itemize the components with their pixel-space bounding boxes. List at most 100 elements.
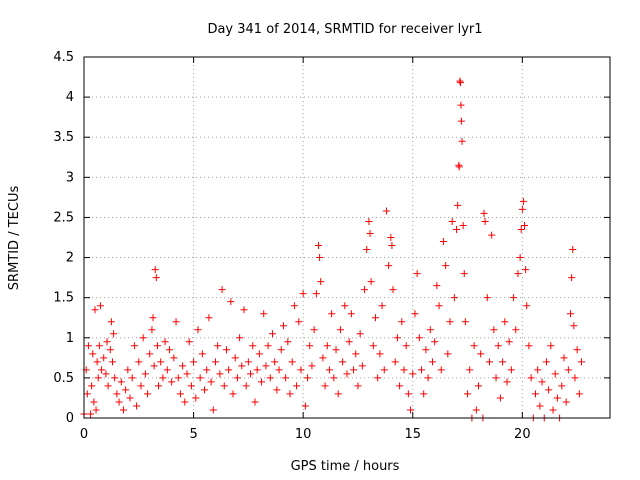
data-point — [538, 378, 546, 386]
data-point — [103, 338, 111, 346]
data-point — [461, 318, 469, 326]
data-point — [389, 286, 397, 294]
data-point — [216, 370, 224, 378]
data-point — [363, 246, 371, 254]
data-point — [485, 358, 493, 366]
data-point — [558, 382, 566, 390]
data-point — [448, 217, 456, 225]
data-point — [388, 242, 396, 250]
data-point — [150, 362, 158, 370]
data-point — [428, 358, 436, 366]
data-point — [470, 342, 478, 350]
data-point — [196, 374, 204, 382]
data-point — [119, 406, 127, 414]
data-point — [332, 346, 340, 354]
data-point — [334, 390, 342, 398]
data-point — [94, 374, 102, 382]
data-point — [380, 366, 388, 374]
data-point — [551, 370, 559, 378]
data-point — [457, 101, 465, 109]
data-point — [459, 221, 467, 229]
y-tick-label: 3.5 — [53, 130, 74, 145]
data-point — [531, 390, 539, 398]
data-point — [163, 366, 171, 374]
data-point — [321, 382, 329, 390]
data-point — [172, 318, 180, 326]
data-point — [273, 386, 281, 394]
data-point — [185, 338, 193, 346]
data-point — [100, 354, 108, 362]
data-point — [458, 137, 466, 145]
data-point — [455, 163, 463, 171]
data-point — [299, 290, 307, 298]
data-point — [475, 382, 482, 390]
data-point — [84, 342, 92, 350]
data-point — [409, 370, 417, 378]
data-point — [92, 406, 100, 414]
data-point — [214, 342, 222, 350]
data-point — [231, 354, 239, 362]
data-point — [352, 350, 360, 358]
data-point — [376, 350, 384, 358]
data-point — [464, 390, 472, 398]
data-point — [435, 302, 443, 310]
data-point — [542, 358, 550, 366]
data-point — [391, 358, 399, 366]
data-point — [271, 358, 279, 366]
data-point — [98, 366, 106, 374]
data-point — [93, 358, 101, 366]
x-tick-label: 15 — [404, 427, 421, 442]
data-point — [512, 326, 520, 334]
data-point — [218, 286, 226, 294]
data-point — [444, 350, 452, 358]
data-point — [110, 330, 118, 338]
data-point — [396, 382, 404, 390]
data-point — [165, 346, 173, 354]
data-point — [402, 342, 410, 350]
data-point — [198, 350, 206, 358]
data-point — [251, 398, 259, 406]
data-point — [457, 117, 465, 125]
data-point — [472, 406, 480, 414]
data-point — [490, 326, 498, 334]
data-point — [415, 334, 423, 342]
data-point — [339, 358, 347, 366]
data-point — [187, 382, 195, 390]
data-point — [393, 334, 401, 342]
y-tick-label: 0 — [66, 411, 74, 426]
data-point — [328, 310, 336, 318]
data-point — [453, 225, 461, 233]
tick-layer: 0 0.5 1 1.5 2 2.5 3 3.5 4 4.5 0 5 10 15 20 — [53, 50, 610, 442]
data-point — [534, 366, 542, 374]
data-point — [126, 394, 134, 402]
data-point — [319, 354, 327, 362]
data-point — [293, 382, 301, 390]
data-point — [297, 366, 305, 374]
data-point — [128, 374, 136, 382]
data-point — [315, 242, 323, 250]
data-point — [238, 362, 246, 370]
data-point — [525, 342, 533, 350]
y-tick-label: 2.5 — [53, 210, 74, 225]
y-tick-label: 0.5 — [53, 371, 74, 386]
data-point — [570, 322, 578, 330]
data-point — [90, 398, 98, 406]
data-point — [113, 390, 121, 398]
data-point — [560, 354, 568, 362]
data-point — [536, 402, 544, 410]
data-point — [336, 326, 344, 334]
data-point — [170, 354, 178, 362]
data-point — [295, 318, 303, 326]
data-point — [268, 330, 276, 338]
data-point — [266, 374, 274, 382]
data-point — [253, 366, 261, 374]
data-point — [569, 246, 577, 254]
data-point — [358, 362, 366, 370]
data-point — [466, 366, 474, 374]
data-point — [130, 342, 138, 350]
data-point — [354, 382, 362, 390]
data-points-layer — [80, 77, 586, 422]
data-point — [481, 217, 489, 225]
data-point — [255, 350, 263, 358]
data-point — [366, 229, 374, 237]
